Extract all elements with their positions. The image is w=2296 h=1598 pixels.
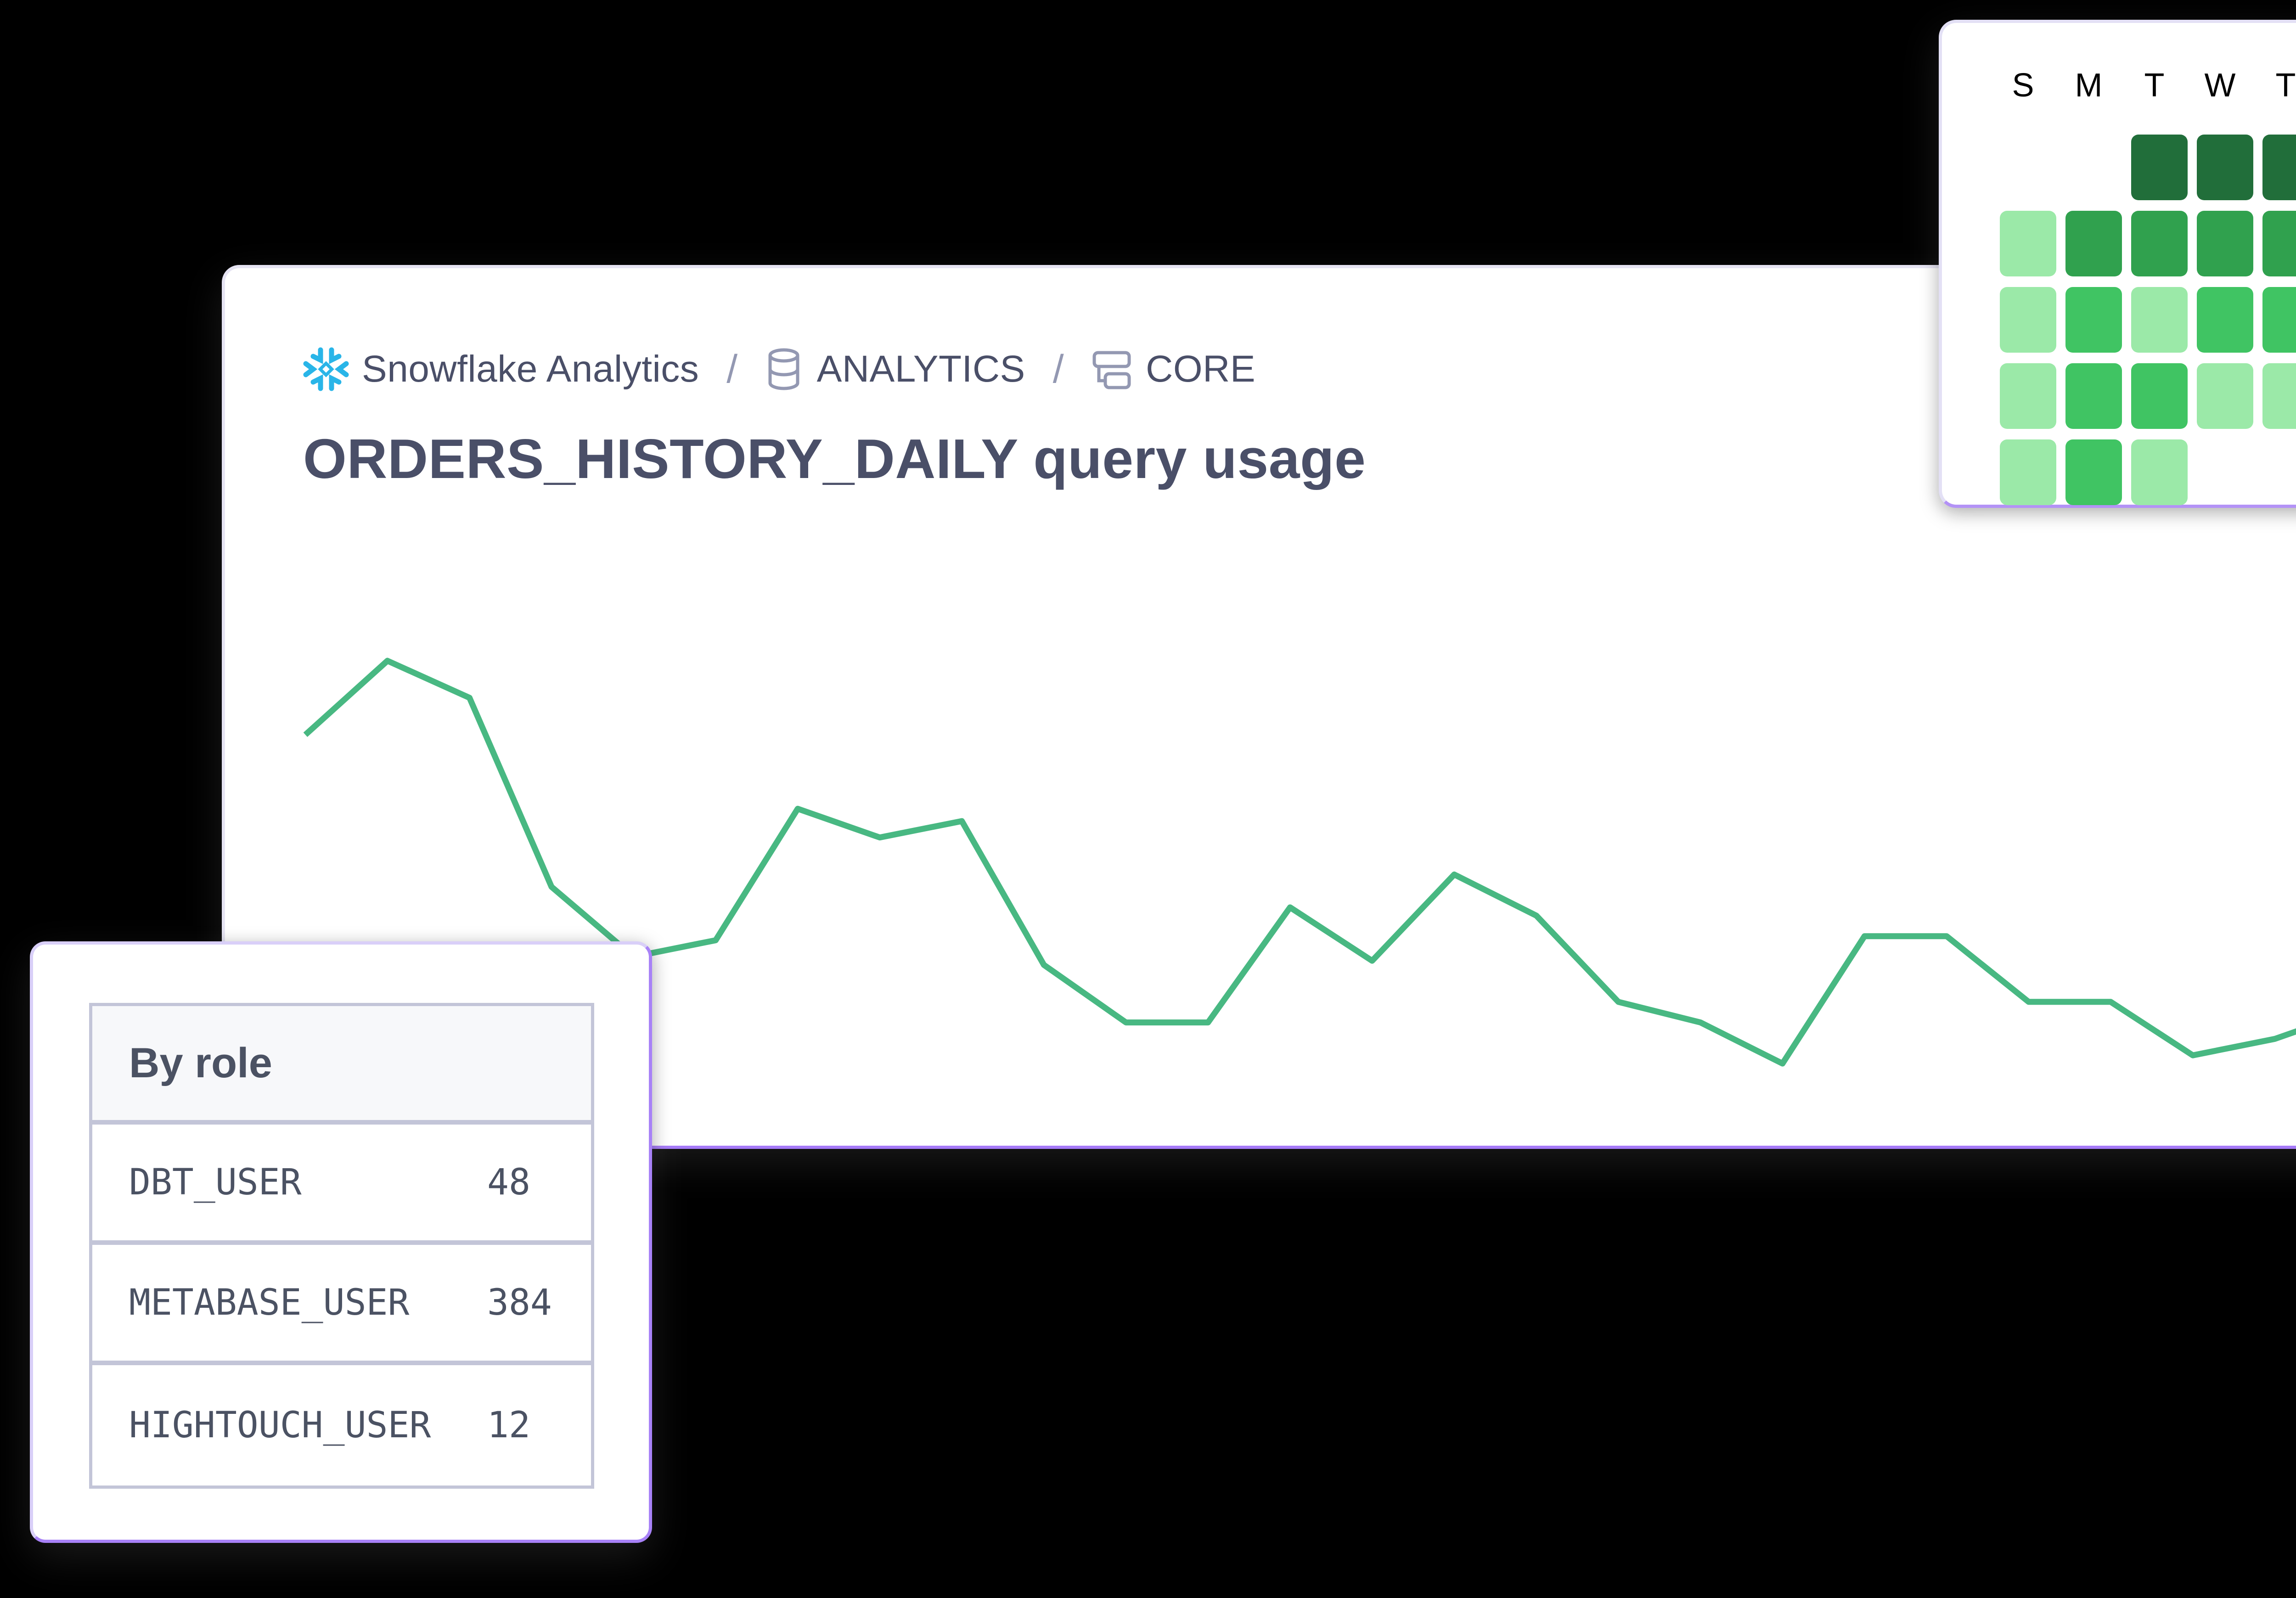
- heatmap-day-cell[interactable]: [2197, 363, 2253, 429]
- role-name: DBT_USER: [129, 1162, 302, 1203]
- snowflake-icon: [303, 346, 349, 392]
- heatmap-day-cell[interactable]: [2065, 287, 2122, 353]
- role-name: METABASE_USER: [129, 1282, 410, 1323]
- breadcrumb-label: ANALYTICS: [816, 348, 1025, 390]
- breadcrumb-label: CORE: [1146, 348, 1256, 390]
- heatmap-day-cell[interactable]: [2131, 439, 2188, 505]
- usage-line: [303, 658, 2296, 1067]
- weekday-label: M: [2075, 67, 2103, 104]
- heatmap-day-cell[interactable]: [2131, 287, 2188, 353]
- heatmap-day-cell[interactable]: [2131, 135, 2188, 200]
- weekday-label: T: [2144, 67, 2165, 104]
- by-role-table: By role DBT_USER 48 METABASE_USER 384 HI…: [89, 1003, 594, 1489]
- heatmap-day-cell[interactable]: [2065, 363, 2122, 429]
- weekday-label: S: [2012, 67, 2034, 104]
- page-title: ORDERS_HISTORY_DAILY query usage: [303, 427, 1366, 491]
- query-count: 48: [487, 1162, 530, 1203]
- breadcrumb-item-account[interactable]: Snowflake Analytics: [303, 346, 699, 392]
- table-row[interactable]: HIGHTOUCH_USER 12: [92, 1365, 591, 1485]
- heatmap-day-cell[interactable]: [2131, 211, 2188, 276]
- calendar-heatmap-card: S M T W T F S: [1939, 20, 2296, 508]
- breadcrumb-item-database[interactable]: ANALYTICS: [765, 346, 1025, 392]
- breadcrumb-label: Snowflake Analytics: [362, 348, 699, 390]
- heatmap-day-cell[interactable]: [2000, 287, 2056, 353]
- query-count: 384: [487, 1282, 552, 1323]
- breadcrumb-item-schema[interactable]: CORE: [1092, 346, 1255, 392]
- heatmap-day-cell[interactable]: [2065, 211, 2122, 276]
- weekday-label: T: [2275, 67, 2296, 104]
- heatmap-day-cell[interactable]: [2262, 363, 2296, 429]
- heatmap-day-cell[interactable]: [2197, 135, 2253, 200]
- title-suffix: query usage: [1017, 428, 1366, 490]
- heatmap-day-cell[interactable]: [2197, 287, 2253, 353]
- table-header: By role: [92, 1006, 591, 1125]
- breadcrumb: Snowflake Analytics / ANALYTICS /: [303, 342, 1255, 397]
- heatmap-day-cell[interactable]: [2000, 363, 2056, 429]
- heatmap-day-cell[interactable]: [2065, 439, 2122, 505]
- breadcrumb-separator: /: [1052, 347, 1064, 391]
- table-name: ORDERS_HISTORY_DAILY: [303, 428, 1018, 490]
- schema-icon: [1092, 346, 1133, 392]
- database-icon: [765, 346, 802, 392]
- table-row[interactable]: METABASE_USER 384: [92, 1245, 591, 1365]
- heatmap-day-cell[interactable]: [2197, 211, 2253, 276]
- heatmap-day-cell[interactable]: [2000, 211, 2056, 276]
- breadcrumb-separator: /: [726, 347, 738, 391]
- heatmap-day-cell[interactable]: [2262, 211, 2296, 276]
- query-count: 12: [487, 1405, 530, 1446]
- by-role-card: By role DBT_USER 48 METABASE_USER 384 HI…: [30, 941, 652, 1543]
- weekday-header: S M T W T F S: [1990, 67, 2296, 104]
- heatmap-day-cell[interactable]: [2000, 439, 2056, 505]
- usage-line-chart: [303, 658, 2296, 1067]
- weekday-label: W: [2204, 67, 2236, 104]
- heatmap-day-cell[interactable]: [2262, 287, 2296, 353]
- heatmap-day-cell[interactable]: [2131, 363, 2188, 429]
- role-name: HIGHTOUCH_USER: [129, 1405, 431, 1446]
- heatmap-day-cell[interactable]: [2262, 135, 2296, 200]
- table-row[interactable]: DBT_USER 48: [92, 1125, 591, 1245]
